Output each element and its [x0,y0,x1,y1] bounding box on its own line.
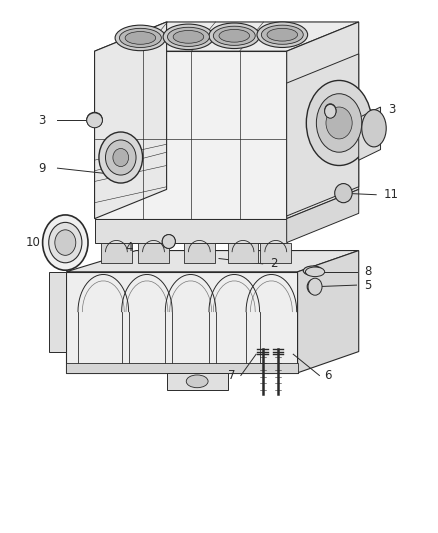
Ellipse shape [362,110,386,147]
Ellipse shape [326,107,352,139]
Ellipse shape [87,112,102,127]
Ellipse shape [316,94,362,152]
Ellipse shape [267,28,297,41]
Ellipse shape [335,183,352,203]
Ellipse shape [115,25,166,51]
Ellipse shape [162,235,175,248]
Ellipse shape [113,149,129,166]
Ellipse shape [257,22,307,47]
Ellipse shape [209,23,260,49]
Ellipse shape [305,267,325,277]
Ellipse shape [306,80,372,165]
Ellipse shape [219,29,250,42]
Ellipse shape [120,28,161,47]
Polygon shape [95,219,287,243]
Polygon shape [49,272,66,352]
Ellipse shape [303,266,322,276]
Ellipse shape [106,140,136,175]
Ellipse shape [42,215,88,270]
Polygon shape [101,243,132,263]
Polygon shape [66,251,359,272]
Polygon shape [287,22,359,219]
Polygon shape [95,22,166,219]
Text: 11: 11 [384,188,399,201]
Polygon shape [138,243,169,263]
Text: 4: 4 [126,241,133,254]
Ellipse shape [167,27,209,46]
Ellipse shape [213,26,255,45]
Polygon shape [166,373,228,390]
Polygon shape [287,189,359,243]
Ellipse shape [99,132,143,183]
Polygon shape [261,243,291,263]
Polygon shape [184,243,215,263]
Ellipse shape [186,375,208,387]
Polygon shape [287,54,359,216]
Polygon shape [66,364,297,373]
Text: 2: 2 [270,257,277,270]
Ellipse shape [49,222,82,263]
Text: 10: 10 [26,236,41,249]
Ellipse shape [87,113,102,128]
Ellipse shape [325,104,336,118]
Ellipse shape [163,24,214,50]
Polygon shape [297,251,359,373]
Ellipse shape [173,30,204,43]
Polygon shape [66,272,297,373]
Polygon shape [95,51,287,219]
Ellipse shape [307,279,321,294]
Text: 3: 3 [388,103,395,116]
Text: 3: 3 [39,114,46,127]
Text: 5: 5 [364,279,371,292]
Text: 9: 9 [39,161,46,175]
Text: 7: 7 [228,369,236,382]
Ellipse shape [162,235,175,248]
Polygon shape [228,243,258,263]
Ellipse shape [261,25,303,44]
Text: 6: 6 [325,369,332,382]
Ellipse shape [125,31,155,44]
Ellipse shape [55,230,76,255]
Ellipse shape [325,104,336,118]
Polygon shape [359,107,381,160]
Ellipse shape [308,278,322,295]
Text: 8: 8 [364,265,371,278]
Polygon shape [95,22,359,51]
